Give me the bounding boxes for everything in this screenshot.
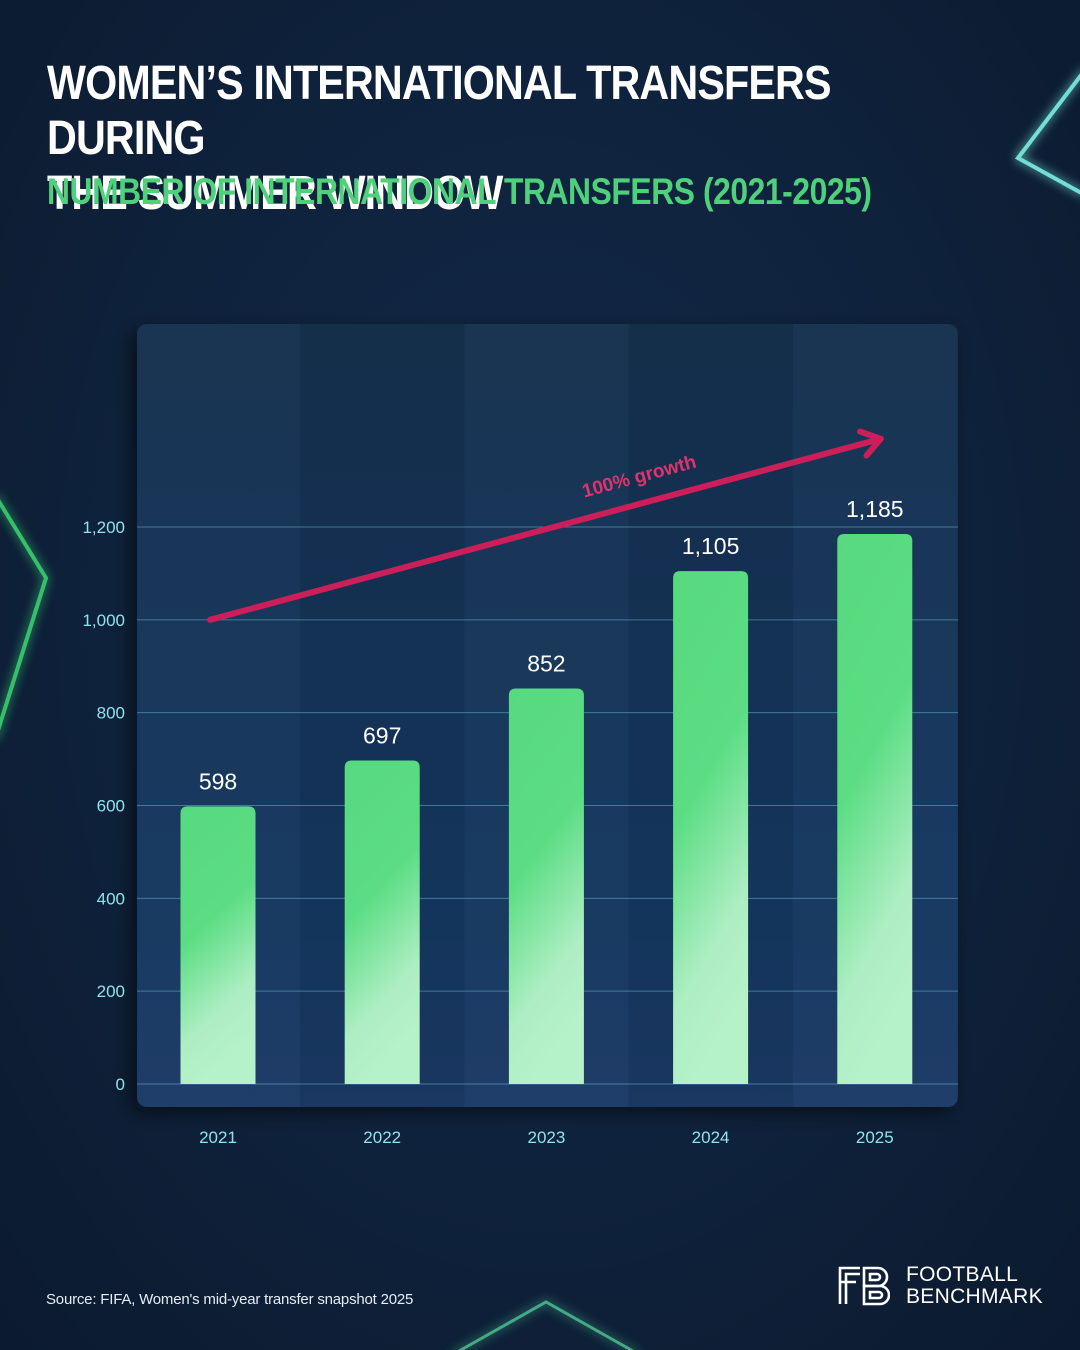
bar-2023 [508,688,584,1084]
bar-2025 [837,533,913,1084]
y-tick-label: 200 [97,982,125,1001]
value-label: 697 [363,722,401,748]
y-tick-label: 400 [97,889,125,908]
glow-line-bottom [457,1300,635,1350]
x-tick-label: 2021 [199,1128,237,1147]
source-note: Source: FIFA, Women's mid-year transfer … [46,1291,414,1308]
x-tick-label: 2022 [363,1128,401,1147]
bars [180,533,913,1084]
growth-arrow-head [857,428,884,459]
bar-2022 [344,760,420,1084]
x-tick-label: 2025 [856,1128,894,1147]
value-label: 1,105 [682,533,740,559]
brand-name: FOOTBALL BENCHMARK [906,1264,1043,1308]
growth-arrow-line [207,435,884,623]
fb-logo-icon [838,1266,890,1306]
chart-title-line-2: THE SUMMER WINDOW [47,167,503,220]
y-tick-label: 1,000 [82,611,125,630]
chart-subtitle: NUMBER OF INTERNATIONAL TRANSFERS (2021-… [47,171,872,212]
value-label: 852 [527,651,565,677]
value-labels: 598 697 852 1,105 1,185 [199,496,904,794]
x-axis-tick-labels: 2021 2022 2023 2024 2025 [199,1128,894,1147]
y-tick-label: 800 [97,704,125,723]
y-tick-label: 600 [97,797,125,816]
x-tick-label: 2024 [692,1128,730,1147]
chart-title: WOMEN’S INTERNATIONAL TRANSFERS DURING T… [47,56,907,221]
y-tick-label: 1,200 [82,518,125,537]
brand-line-2: BENCHMARK [906,1285,1043,1308]
y-axis-tick-labels: 0 200 400 600 800 1,000 1,200 [82,518,125,1094]
glow-line-left [0,499,49,731]
x-tick-label: 2023 [527,1128,565,1147]
chart-title-line-1: WOMEN’S INTERNATIONAL TRANSFERS DURING [47,57,832,165]
brand-line-1: FOOTBALL [906,1263,1019,1286]
bar-2021 [180,806,256,1084]
value-label: 598 [199,768,237,794]
value-label: 1,185 [846,496,904,522]
bar-2024 [673,571,749,1084]
football-benchmark-logo: FOOTBALL BENCHMARK [838,1264,1048,1310]
y-tick-label: 0 [116,1075,125,1094]
glow-line-top-right [1015,73,1080,195]
